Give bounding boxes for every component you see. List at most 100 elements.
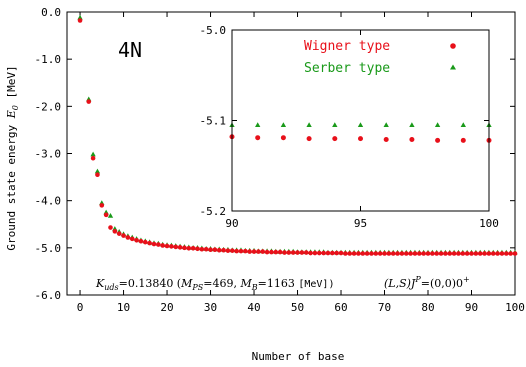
point-wigner-type — [378, 251, 383, 256]
x-tick-label: 100 — [479, 217, 499, 230]
point-wigner-type — [482, 251, 487, 256]
x-tick-label: 95 — [354, 217, 367, 230]
point-wigner-type — [461, 138, 466, 143]
point-wigner-type — [465, 251, 470, 256]
point-wigner-type — [426, 251, 431, 256]
parameter-annotation: Kuds=0.13840 (MPS=469, MB=1163 [MeV]) — [95, 277, 334, 292]
point-wigner-type — [434, 251, 439, 256]
point-wigner-type — [304, 250, 309, 255]
point-wigner-type — [282, 250, 287, 255]
point-wigner-type — [435, 138, 440, 143]
legend-label-wigner: Wigner type — [304, 39, 390, 54]
x-tick-label: 100 — [505, 301, 525, 314]
state-annotation: (L,S)JP=(0,0)0+ — [384, 275, 470, 290]
point-wigner-type — [317, 251, 322, 256]
point-wigner-type — [130, 237, 135, 242]
y-tick-label: -6.0 — [35, 289, 62, 302]
point-wigner-type — [255, 135, 260, 140]
y-tick-label: -1.0 — [35, 53, 62, 66]
y-axis-title: Ground state energy E0 [MeV] — [5, 65, 20, 250]
y-tick-label: -2.0 — [35, 100, 62, 113]
point-wigner-type — [469, 251, 474, 256]
system-label-4n: 4N — [118, 38, 142, 62]
point-wigner-type — [247, 249, 252, 254]
x-tick-label: 30 — [204, 301, 217, 314]
point-wigner-type — [369, 251, 374, 256]
point-wigner-type — [408, 251, 413, 256]
x-tick-label: 80 — [421, 301, 434, 314]
point-wigner-type — [326, 251, 331, 256]
point-wigner-type — [139, 239, 144, 244]
point-wigner-type — [409, 137, 414, 142]
point-wigner-type — [95, 172, 100, 177]
point-wigner-type — [169, 244, 174, 249]
point-wigner-type — [360, 251, 365, 256]
x-tick-label: 10 — [117, 301, 130, 314]
point-wigner-type — [204, 247, 209, 252]
point-wigner-type — [265, 250, 270, 255]
point-wigner-type — [295, 250, 300, 255]
point-wigner-type — [452, 251, 457, 256]
point-wigner-type — [260, 249, 265, 254]
point-wigner-type — [474, 251, 479, 256]
point-wigner-type — [300, 250, 305, 255]
point-wigner-type — [330, 251, 335, 256]
y-tick-label: -4.0 — [35, 195, 62, 208]
point-wigner-type — [256, 249, 261, 254]
point-wigner-type — [443, 251, 448, 256]
point-wigner-type — [487, 251, 492, 256]
point-wigner-type — [439, 251, 444, 256]
point-wigner-type — [495, 251, 500, 256]
point-wigner-type — [208, 247, 213, 252]
y-title-suffix: [MeV] — [5, 65, 18, 105]
mev-unit: [MeV]) — [298, 279, 334, 290]
point-wigner-type — [186, 246, 191, 251]
point-wigner-type — [352, 251, 357, 256]
point-wigner-type — [126, 235, 131, 240]
point-wigner-type — [374, 251, 379, 256]
x-tick-label: 20 — [160, 301, 173, 314]
point-wigner-type — [478, 251, 483, 256]
point-wigner-type — [508, 251, 513, 256]
point-wigner-type — [421, 251, 426, 256]
point-wigner-type — [78, 18, 83, 23]
point-wigner-type — [195, 246, 200, 251]
point-wigner-type — [500, 251, 505, 256]
point-wigner-type — [182, 246, 187, 251]
mps-symbol: M — [180, 277, 193, 290]
point-wigner-type — [308, 251, 313, 256]
point-wigner-type — [239, 249, 244, 254]
point-wigner-type — [152, 242, 157, 247]
x-tick-label: 0 — [77, 301, 84, 314]
y-tick-label: -3.0 — [35, 148, 62, 161]
point-wigner-type — [430, 251, 435, 256]
mps-sub: PS — [191, 283, 203, 292]
state-sup-plus: + — [463, 275, 470, 284]
point-wigner-type — [108, 225, 113, 230]
y-tick-label: -5.2 — [200, 205, 227, 218]
state-value: =(0,0)0 — [421, 277, 463, 290]
kuds-sub: uds — [104, 283, 118, 292]
x-tick-label: 90 — [225, 217, 238, 230]
x-axis-title: Number of base — [252, 350, 345, 363]
point-wigner-type — [165, 244, 170, 249]
point-wigner-type — [191, 246, 196, 251]
x-tick-label: 50 — [291, 301, 304, 314]
point-wigner-type — [230, 248, 235, 253]
point-wigner-type — [321, 251, 326, 256]
point-wigner-type — [243, 249, 248, 254]
point-wigner-type — [339, 251, 344, 256]
point-wigner-type — [387, 251, 392, 256]
point-wigner-type — [391, 251, 396, 256]
y-title-symbol: E — [5, 110, 18, 119]
point-wigner-type — [156, 242, 161, 247]
x-tick-label: 40 — [247, 301, 260, 314]
point-wigner-type — [173, 245, 178, 250]
point-wigner-type — [395, 251, 400, 256]
point-wigner-type — [384, 137, 389, 142]
point-wigner-type — [413, 251, 418, 256]
point-wigner-type — [221, 248, 226, 253]
point-wigner-type — [117, 231, 122, 236]
point-wigner-type — [121, 233, 126, 238]
